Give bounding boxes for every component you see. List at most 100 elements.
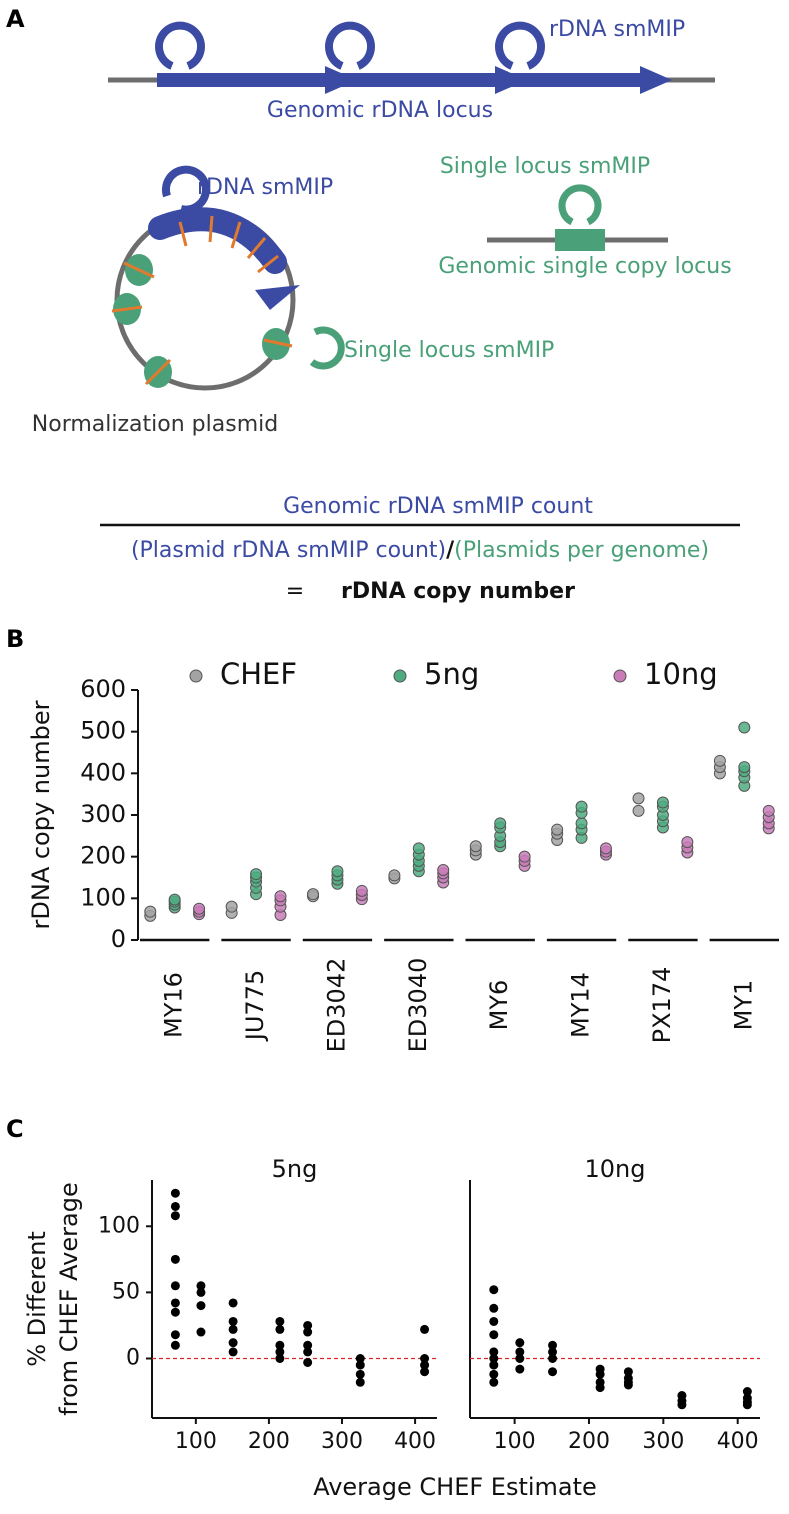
legend-label: CHEF [220,657,297,691]
x-tick-label: 100 [494,1429,536,1454]
x-tick-label: MY16 [160,972,188,1038]
data-point [225,900,238,913]
data-point [388,869,401,882]
data-point [196,1327,206,1337]
data-point [275,1340,285,1350]
x-tick-label: JU775 [241,970,269,1042]
formula-term: (Plasmids per genome) [454,538,709,563]
data-point [738,761,751,774]
rdna-locus [108,21,715,94]
legend-marker [393,669,407,683]
label: Single locus smMIP [344,338,554,363]
label: rDNA smMIP [549,17,685,42]
data-point [355,1354,365,1363]
data-point [228,1338,238,1348]
y-tick-label: 500 [80,717,126,745]
data-point [193,902,206,915]
legend-marker [613,669,627,683]
data-point [656,796,669,809]
data-point [196,1287,206,1297]
formula-result: rDNA copy number [341,579,575,604]
data-point [420,1354,430,1363]
single-locus [487,184,668,251]
x-tick-label: 400 [717,1429,759,1454]
data-point [469,840,482,853]
data-point [515,1338,525,1348]
data-point [681,836,694,849]
data-point [489,1330,499,1340]
y-tick-label: 0 [111,925,126,953]
data-point [548,1354,558,1363]
data-point [518,850,531,863]
formula-denominator: (Plasmid rDNA smMIP count)/(Plasmids per… [131,538,709,563]
data-point [515,1364,525,1374]
data-point [275,1316,285,1326]
legend-marker [189,669,203,683]
data-point [489,1303,499,1313]
data-point [307,888,320,901]
formula-equals: = [286,579,304,604]
data-point [489,1369,499,1379]
x-tick-label: 200 [568,1429,610,1454]
data-point [331,865,344,878]
data-point [275,1324,285,1334]
formula-numerator: Genomic rDNA smMIP count [283,494,593,519]
data-point [275,1347,285,1357]
facet-title: 5ng [272,1155,318,1183]
panel-label: A [6,5,25,33]
data-point [515,1354,525,1363]
label: Genomic rDNA locus [267,98,493,123]
data-point [713,754,726,767]
data-point [303,1320,313,1330]
data-point [595,1369,605,1379]
data-point [489,1347,499,1357]
data-point [548,1340,558,1350]
data-point [623,1380,633,1390]
data-point [228,1316,238,1326]
x-tick-label: MY1 [729,980,757,1031]
data-point [489,1377,499,1387]
data-point [575,800,588,813]
x-tick-label: 300 [321,1429,363,1454]
data-point [677,1400,687,1410]
data-point [420,1367,430,1377]
data-point [494,817,507,830]
data-point [196,1281,206,1291]
data-point [548,1367,558,1377]
panel-label: C [6,1115,24,1143]
formula-operator: / [446,538,455,563]
data-point [489,1360,499,1370]
x-tick-label: 100 [175,1429,217,1454]
y-axis-label: rDNA copy number [27,700,55,929]
data-point [762,804,775,817]
data-point [548,1347,558,1357]
panel-label: B [6,625,24,653]
label: Single locus smMIP [440,154,650,179]
data-point [623,1367,633,1377]
x-tick-label: MY14 [567,972,595,1038]
y-tick-label: 100 [98,1213,140,1238]
formula-term: (Plasmid rDNA smMIP count) [131,538,446,563]
plasmid [111,165,345,391]
data-point [575,817,588,830]
data-point [170,1254,180,1264]
data-point [274,890,287,903]
data-point [420,1360,430,1370]
data-point [355,884,368,897]
data-point [170,1340,180,1350]
y-tick-label: 400 [80,758,126,786]
y-axis-label: from CHEF Average [55,1182,83,1415]
data-point [170,1188,180,1198]
data-point [170,1281,180,1291]
data-point [515,1347,525,1357]
data-point [170,1298,180,1308]
data-point [170,1211,180,1221]
y-tick-label: 600 [80,675,126,703]
data-point [632,804,645,817]
data-point [742,1387,752,1397]
data-point [551,823,564,836]
data-point [303,1340,313,1350]
data-point [489,1285,499,1295]
y-tick-label: 50 [112,1279,140,1304]
data-point [599,842,612,855]
